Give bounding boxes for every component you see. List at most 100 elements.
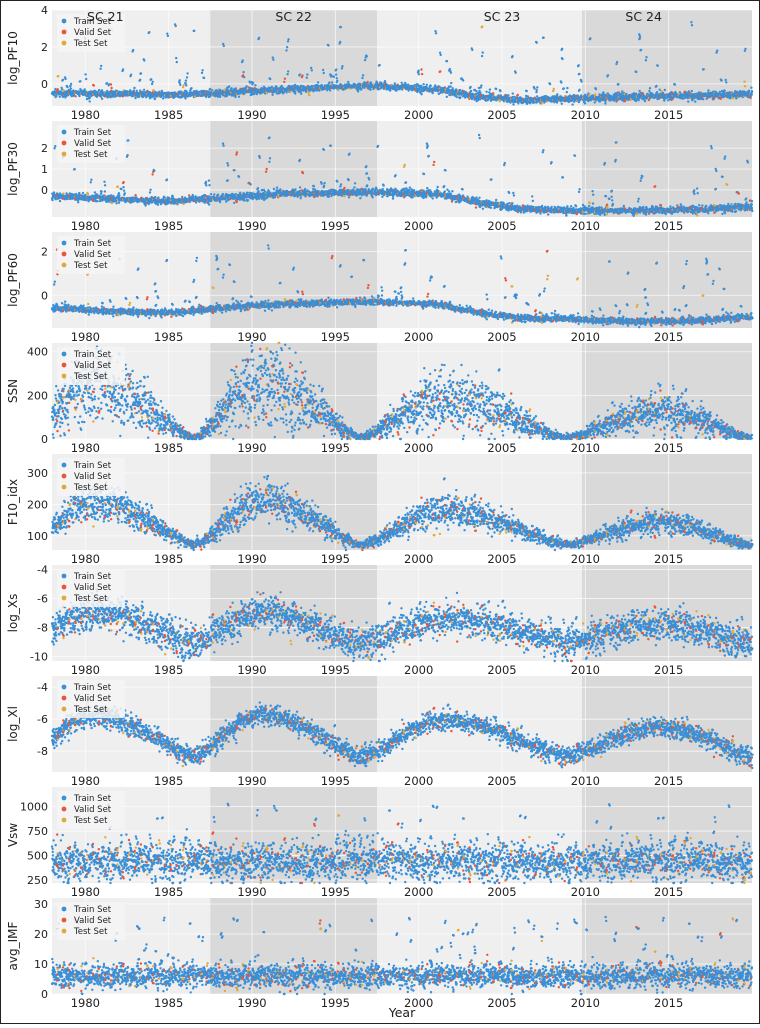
data-point <box>185 79 187 81</box>
data-point <box>150 78 152 80</box>
data-point <box>228 85 230 87</box>
data-point <box>656 91 658 93</box>
data-point <box>70 87 72 89</box>
data-point <box>245 85 247 87</box>
data-point <box>426 84 428 86</box>
data-point <box>258 37 260 39</box>
data-point <box>446 60 448 62</box>
data-point <box>536 42 538 44</box>
data-point <box>336 77 338 79</box>
data-point <box>607 74 609 76</box>
data-point <box>489 88 491 90</box>
data-point <box>645 56 647 58</box>
data-point <box>649 87 651 89</box>
data-point <box>347 81 349 83</box>
data-point <box>602 91 604 93</box>
data-point <box>70 83 72 85</box>
data-point <box>563 87 565 89</box>
data-point <box>449 68 451 70</box>
data-point <box>459 96 461 98</box>
data-point <box>134 97 136 99</box>
data-point <box>272 56 274 58</box>
data-point <box>655 85 657 87</box>
data-point <box>616 61 618 63</box>
data-point <box>566 87 568 89</box>
data-point <box>308 94 310 96</box>
data-point <box>133 87 135 89</box>
data-point <box>364 59 366 61</box>
data-point <box>674 83 676 85</box>
data-point <box>432 92 434 94</box>
data-point <box>369 89 371 91</box>
data-point <box>421 73 423 75</box>
data-point <box>238 96 240 98</box>
data-point <box>59 96 61 98</box>
data-point <box>139 79 141 81</box>
data-point <box>420 68 422 70</box>
data-point <box>193 30 195 32</box>
data-point <box>420 93 422 95</box>
data-point <box>101 98 103 100</box>
data-point <box>306 73 308 75</box>
data-point <box>471 49 473 51</box>
data-point <box>326 89 328 91</box>
data-point <box>201 72 203 74</box>
data-point <box>317 81 319 83</box>
data-point <box>657 65 659 67</box>
data-point <box>106 82 108 84</box>
data-point <box>66 86 68 88</box>
data-point <box>584 94 586 96</box>
data-point <box>481 25 483 27</box>
data-point <box>450 82 452 84</box>
data-point <box>492 92 494 94</box>
data-point <box>176 61 178 63</box>
data-point <box>167 35 169 37</box>
data-point <box>281 85 283 87</box>
data-point <box>526 90 528 92</box>
data-point <box>286 91 288 93</box>
data-point <box>335 68 337 70</box>
data-point <box>517 94 519 96</box>
data-point <box>99 68 101 70</box>
data-point <box>439 52 441 54</box>
data-point <box>462 79 464 81</box>
data-point <box>459 89 461 91</box>
data-point <box>571 103 573 105</box>
data-point <box>580 80 582 82</box>
data-point <box>223 45 225 47</box>
data-point <box>89 100 91 102</box>
data-point <box>328 81 330 83</box>
data-point <box>541 102 543 104</box>
data-point <box>450 72 452 74</box>
data-point <box>552 90 554 92</box>
data-point <box>366 55 368 57</box>
data-point <box>470 90 472 92</box>
data-point <box>429 84 431 86</box>
data-point <box>179 79 181 81</box>
data-point <box>140 72 142 74</box>
data-point <box>64 78 66 80</box>
data-point <box>536 89 538 91</box>
data-point <box>252 82 254 84</box>
data-point <box>624 100 626 102</box>
data-point <box>269 78 271 80</box>
data-point <box>79 80 81 82</box>
data-point <box>234 96 236 98</box>
data-point <box>203 77 205 79</box>
data-point <box>339 41 341 43</box>
data-point <box>136 90 138 92</box>
data-point <box>162 97 164 99</box>
data-point <box>254 84 256 86</box>
data-point <box>301 74 303 76</box>
data-point <box>485 91 487 93</box>
data-point <box>621 93 623 95</box>
data-point <box>98 89 100 91</box>
data-point <box>289 91 291 93</box>
data-point <box>625 93 627 95</box>
data-point <box>148 31 150 33</box>
data-point <box>367 81 369 83</box>
data-point <box>507 94 509 96</box>
data-point <box>57 88 59 90</box>
